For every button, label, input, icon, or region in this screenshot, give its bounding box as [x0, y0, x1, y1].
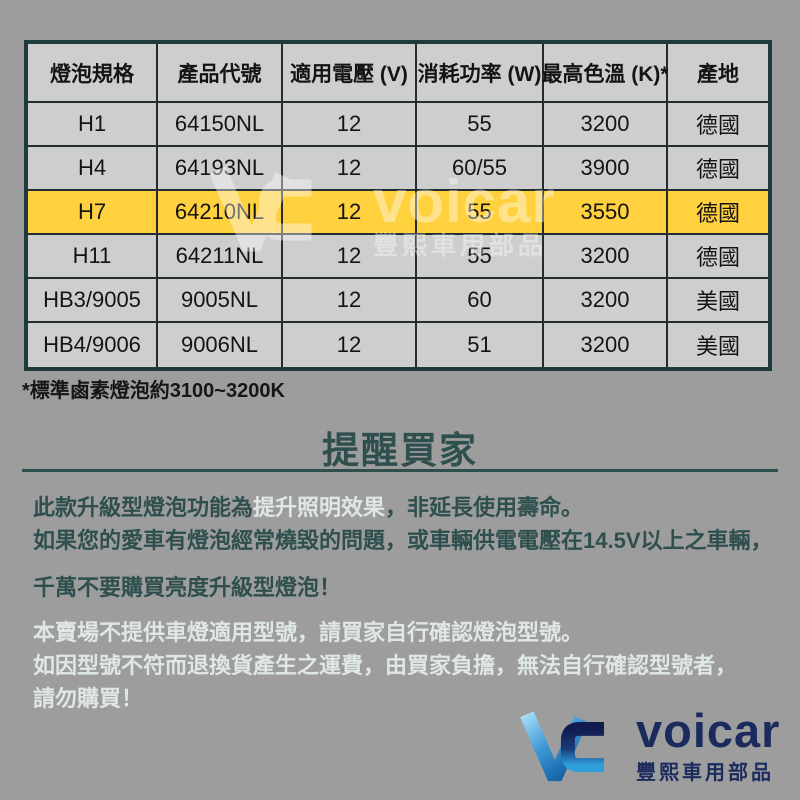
table-cell: 64211NL [158, 235, 283, 279]
logo-brand-text: voicar [636, 704, 781, 757]
table-cell: 55 [417, 191, 544, 235]
table-cell: 德國 [668, 103, 768, 147]
header-cell: 產地 [668, 44, 768, 103]
table-cell: 德國 [668, 147, 768, 191]
table-cell: 12 [283, 147, 417, 191]
table-cell: HB4/9006 [28, 323, 158, 367]
notice-line: 千萬不要購買亮度升級型燈泡！ [33, 575, 342, 600]
table-cell: 64150NL [158, 103, 283, 147]
notice-title: 提醒買家 [322, 430, 478, 471]
notice-line1-highlight: 提升照明效果 [253, 495, 386, 520]
table-cell: 美國 [668, 323, 768, 367]
table-cell: 9005NL [158, 279, 283, 323]
notice-line: 如果您的愛車有燈泡經常燒毀的問題，或車輛供電電壓在14.5V以上之車輛， [33, 528, 773, 553]
logo-subbrand-text: 豐熙車用部品 [636, 762, 774, 784]
table-cell: H11 [28, 235, 158, 279]
table-cell: 64193NL [158, 147, 283, 191]
table-cell: 55 [417, 103, 544, 147]
header-cell: 消耗功率 (W) [417, 44, 544, 103]
table-cell: 3200 [544, 103, 668, 147]
table-cell: 12 [283, 191, 417, 235]
table-cell: 64210NL [158, 191, 283, 235]
notice-line1-prefix: 此款升級型燈泡功能為 [33, 495, 254, 520]
table-cell: 德國 [668, 235, 768, 279]
table-cell: 12 [283, 235, 417, 279]
notice-line: 本賣場不提供車燈適用型號，請買家自行確認燈泡型號。 [33, 620, 584, 645]
table-cell: 60 [417, 279, 544, 323]
notice-body: 此款升級型燈泡功能為提升照明效果，非延長使用壽命。 如果您的愛車有燈泡經常燒毀的… [33, 491, 773, 715]
notice-line: 此款升級型燈泡功能為提升照明效果，非延長使用壽命。 [33, 491, 773, 524]
table-cell: 3200 [544, 235, 668, 279]
table-cell: 3200 [544, 323, 668, 367]
bulb-spec-table: 燈泡規格 產品代號 適用電壓 (V) 消耗功率 (W) 最高色溫 (K)* 產地… [24, 40, 772, 371]
table-cell: 3550 [544, 191, 668, 235]
voicar-logo-icon [520, 711, 604, 782]
table-cell: 12 [283, 279, 417, 323]
table-cell: 3200 [544, 279, 668, 323]
table-footnote: *標準鹵素燈泡約3100~3200K [22, 380, 285, 402]
table-cell: 12 [283, 103, 417, 147]
table-cell: 3900 [544, 147, 668, 191]
notice-line: 請勿購買！ [33, 686, 144, 711]
table-cell: 55 [417, 235, 544, 279]
footer-logo: voicar 豐熙車用部品 [518, 706, 780, 788]
header-cell: 燈泡規格 [28, 44, 158, 103]
header-cell: 產品代號 [158, 44, 283, 103]
table-cell: 美國 [668, 279, 768, 323]
notice-divider [22, 469, 778, 472]
header-cell: 最高色溫 (K)* [541, 44, 669, 103]
table-cell: 60/55 [417, 147, 544, 191]
table-cell: 51 [417, 323, 544, 367]
notice-line1-suffix: ，非延長使用壽命。 [385, 495, 584, 520]
header-cell: 適用電壓 (V) [283, 44, 417, 103]
notice-line: 如因型號不符而退換貨產生之運費，由買家負擔，無法自行確認型號者， [33, 653, 738, 678]
table-cell: HB3/9005 [28, 279, 158, 323]
table-cell: H1 [28, 103, 158, 147]
table-cell: H7 [28, 191, 158, 235]
table-cell: 德國 [668, 191, 768, 235]
table-cell: 12 [283, 323, 417, 367]
table-cell: H4 [28, 147, 158, 191]
table-cell: 9006NL [158, 323, 283, 367]
